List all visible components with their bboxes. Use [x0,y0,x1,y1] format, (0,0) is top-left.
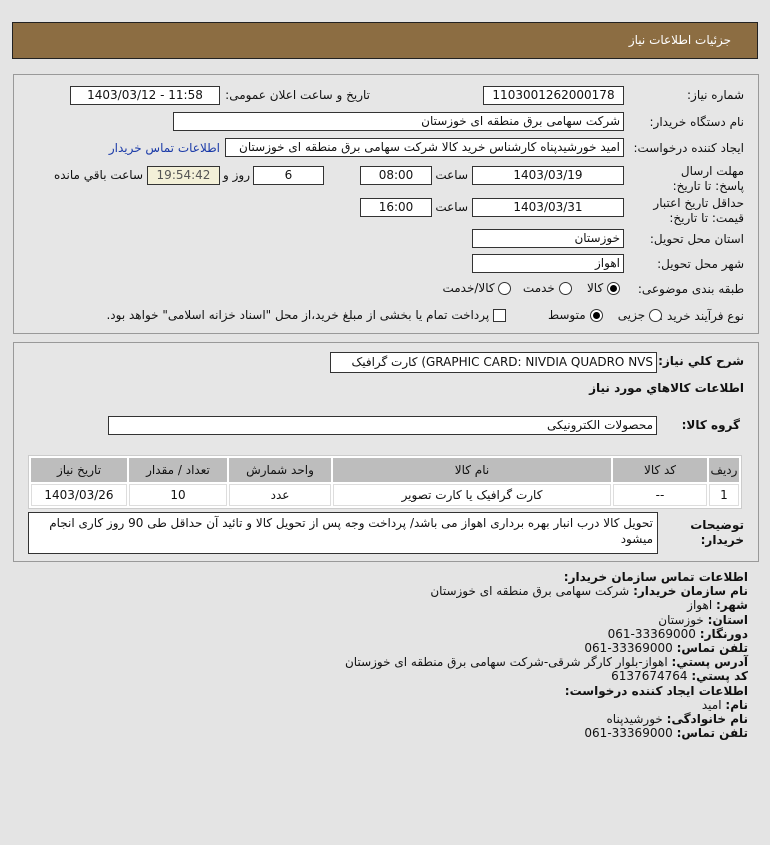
page-title: جزئیات اطلاعات نیاز [628,33,731,47]
table-header-row: ردیف کد کالا نام کالا واحد شمارش تعداد /… [31,458,739,482]
notes-label: توضیحات خریدار: [690,518,744,547]
phone-value: 33369000-061 [584,641,673,656]
cell-qty: 10 [129,484,227,506]
phone-label: تلفن تماس: [676,641,748,656]
name-value: امید [701,697,722,712]
process-option-medium: متوسط [547,308,586,322]
deadline-date-field: 1403/03/19 [472,166,624,185]
remaining-label: ساعت باقي مانده [53,168,143,182]
address-value: اهواز-بلوار کارگر شرقی-شرکت سهامی برق من… [344,655,668,670]
province-value: خوزستان [658,612,704,627]
need-number-field: 1103001262000178 [483,86,624,105]
category-radio-goods[interactable] [607,282,620,295]
deadline-time-field: 08:00 [360,166,432,185]
page-header: جزئیات اطلاعات نیاز [12,22,758,59]
cell-row: 1 [709,484,739,506]
process-label: نوع فرآیند خرید : [659,309,744,323]
fax-label: دورنگار: [699,626,748,641]
notes-field: تحویل کالا درب انبار بهره برداری اهواز م… [28,512,658,554]
buyer-label: نام دستگاه خریدار: [649,115,745,129]
need-number-label: شماره نیاز: [687,88,744,102]
table-row: 1 -- کارت گرافیک یا کارت تصویر عدد 10 14… [31,484,739,506]
validity-hour-label: ساعت [435,200,468,214]
validity-time-field: 16:00 [360,198,432,217]
group-label: گروه کالا: [681,418,740,432]
payment-note: پرداخت تمام یا بخشی از مبلغ خرید،از محل … [106,308,490,322]
validity-date-field: 1403/03/31 [472,198,624,217]
col-unit: واحد شمارش [229,458,331,482]
col-code: کد کالا [613,458,707,482]
announce-field: 1403/03/12 - 11:58 [70,86,220,105]
province-label: استان: [707,612,748,627]
col-qty: تعداد / مقدار [129,458,227,482]
days-label: روز و [223,168,250,182]
city-field: اهواز [472,254,624,273]
city-label: شهر محل تحویل: [657,257,744,271]
col-date: تاریخ نیاز [31,458,127,482]
category-radio-both[interactable] [498,282,512,295]
creator-phone-label: تلفن تماس: [676,726,748,741]
col-name: نام کالا [333,458,611,482]
category-label: طبقه بندی موضوعی: [637,282,744,296]
days-field: 6 [253,166,324,185]
deadline-hour-label: ساعت [435,168,468,182]
city-value: اهواز [687,598,713,613]
fax-value: 33369000-061 [607,626,696,641]
process-option-minor: جزیی [617,308,646,322]
category-radio-service[interactable] [558,282,572,295]
summary-field: کارت گرافیک (GRAPHIC CARD: NIVDIA QUADRO… [330,352,657,373]
name-label: نام: [725,697,748,712]
goods-table: ردیف کد کالا نام کالا واحد شمارش تعداد /… [28,455,742,509]
creator-heading: اطلاعات ایجاد کننده درخواست: [564,683,748,698]
process-radio-minor[interactable] [649,309,662,322]
address-label: آدرس پستي: [671,655,748,670]
contact-info: اطلاعات تماس سازمان خریدار: نام سازمان خ… [345,570,748,740]
treasury-payment-checkbox[interactable] [493,309,507,322]
postal-label: کد پستي: [691,669,748,684]
process-radio-group: جزیی متوسط پرداخت تمام یا بخشی از مبلغ خ… [106,308,662,322]
buyer-field: شرکت سهامی برق منطقه ای خوزستان [173,112,624,131]
creator-phone-value: 33369000-061 [584,726,673,741]
family-value: خورشیدپناه [606,712,663,727]
summary-label: شرح کلي نياز: [658,354,744,368]
cell-date: 1403/03/26 [31,484,127,506]
category-radio-group: کالا خدمت کالا/خدمت [442,281,620,295]
contact-heading: اطلاعات تماس سازمان خریدار: [563,570,748,584]
buyer-contact-link[interactable]: اطلاعات تماس خریدار [108,141,220,155]
announce-label: تاریخ و ساعت اعلان عمومی: [225,88,370,102]
creator-label: ایجاد کننده درخواست: [633,141,744,155]
cell-code: -- [613,484,707,506]
group-field: محصولات الکترونیکی [108,416,657,435]
province-label: استان محل تحویل: [649,232,744,246]
deadline-label: مهلت ارسال پاسخ: تا تاریخ: [672,164,744,193]
process-radio-medium[interactable] [589,309,603,322]
remaining-time-field: 19:54:42 [147,166,220,185]
cell-name: کارت گرافیک یا کارت تصویر [333,484,611,506]
org-value: شرکت سهامی برق منطقه ای خوزستان [430,584,630,599]
city-label: شهر: [716,598,748,613]
postal-value: 6137674764 [611,669,688,684]
cell-unit: عدد [229,484,331,506]
category-option-both: کالا/خدمت [442,281,495,295]
validity-label: حداقل تاریخ اعتبار قیمت: تا تاریخ: [653,196,744,225]
category-option-goods: کالا [586,281,604,295]
province-field: خوزستان [472,229,624,248]
creator-field: امید خورشیدپناه کارشناس خرید کالا شرکت س… [225,138,624,157]
org-label: نام سازمان خریدار: [633,584,748,599]
col-row: ردیف [709,458,739,482]
category-option-service: خدمت [522,281,555,295]
family-label: نام خانوادگی: [666,712,748,727]
goods-heading: اطلاعات کالاهاي مورد نياز [589,381,744,395]
